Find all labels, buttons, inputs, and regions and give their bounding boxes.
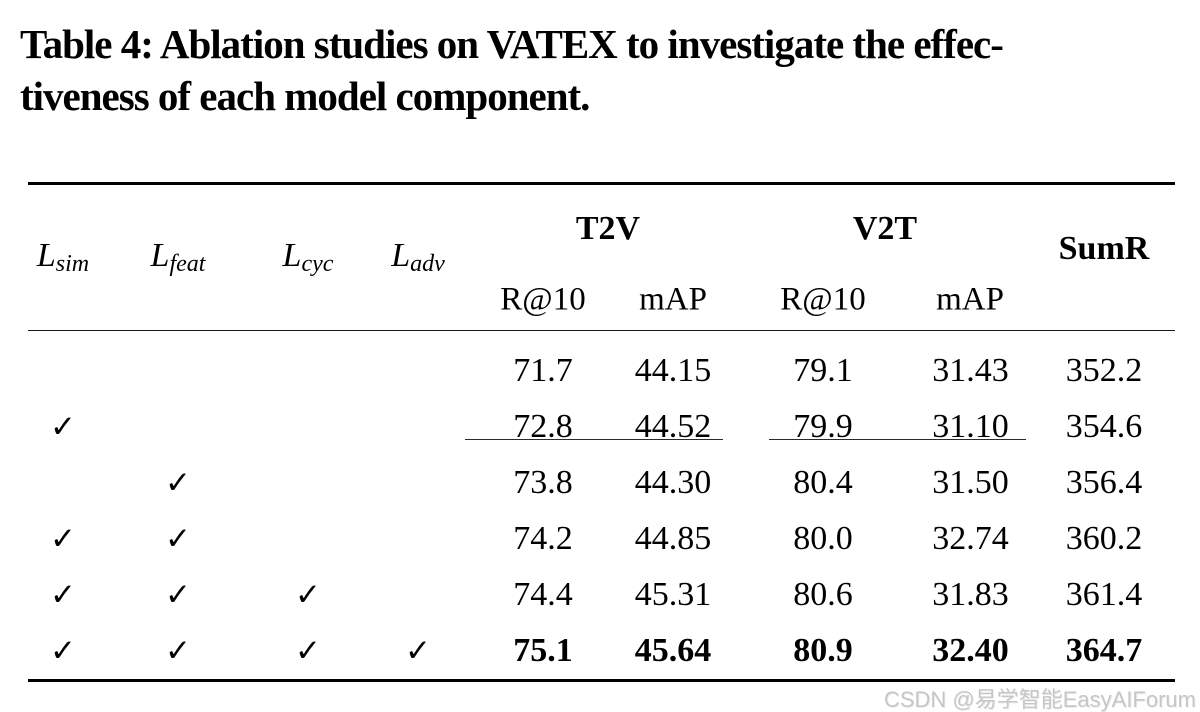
column-header-loss-adv: Ladv	[391, 237, 445, 278]
value-t2v-r10: 74.2	[513, 520, 573, 558]
value-t2v-map: 45.64	[634, 632, 712, 670]
column-header-v2t-r10: R@10	[780, 281, 866, 318]
check-cell-feat: ✓	[165, 633, 191, 670]
table-row: 71.7 44.15 79.1 31.43 352.2	[28, 343, 1175, 399]
check-cell-cyc: ✓	[295, 633, 321, 670]
check-cell-sim: ✓	[50, 633, 76, 670]
v2t-group-rule	[769, 439, 1026, 441]
value-v2t-r10: 80.0	[793, 520, 853, 558]
csdn-watermark: CSDN @易学智能EasyAIForum	[883, 687, 1196, 712]
table-body: 71.7 44.15 79.1 31.43 352.2 ✓ 72.8 44.52…	[28, 331, 1175, 679]
column-header-loss-cyc: Lcyc	[282, 237, 334, 278]
value-t2v-map: 44.15	[634, 352, 712, 390]
check-cell-feat: ✓	[165, 465, 191, 502]
group-header-t2v: T2V	[575, 210, 641, 247]
caption-line-1: Table 4: Ablation studies on VATEX to in…	[20, 21, 1004, 67]
column-header-loss-feat: Lfeat	[150, 237, 206, 278]
column-header-t2v-r10: R@10	[500, 281, 586, 318]
table-row-best: ✓ ✓ ✓ ✓ 75.1 45.64 80.9 32.40 364.7	[28, 623, 1175, 679]
value-v2t-map: 31.50	[932, 464, 1009, 502]
column-header-loss-sim: Lsim	[36, 237, 90, 278]
value-sumr: 360.2	[1065, 520, 1143, 558]
value-sumr: 361.4	[1065, 576, 1143, 614]
value-sumr: 354.6	[1065, 408, 1143, 446]
value-v2t-map: 32.74	[932, 520, 1009, 558]
value-v2t-r10: 79.9	[793, 408, 853, 446]
column-header-t2v-map: mAP	[639, 281, 707, 318]
check-cell-adv: ✓	[405, 633, 431, 670]
value-t2v-r10: 74.4	[513, 576, 573, 614]
value-t2v-r10: 71.7	[513, 352, 573, 390]
value-v2t-r10: 80.9	[793, 632, 853, 670]
check-cell-feat: ✓	[165, 521, 191, 558]
check-cell-sim: ✓	[50, 521, 76, 558]
table-caption: Table 4: Ablation studies on VATEX to in…	[20, 18, 1190, 122]
group-header-v2t: V2T	[852, 210, 918, 247]
value-t2v-map: 44.52	[634, 408, 712, 446]
value-sumr: 356.4	[1065, 464, 1143, 502]
table-row: ✓ ✓ ✓ 74.4 45.31 80.6 31.83 361.4	[28, 567, 1175, 623]
value-t2v-r10: 75.1	[513, 632, 573, 670]
value-v2t-map: 31.10	[932, 408, 1009, 446]
column-header-sumr: SumR	[1058, 230, 1150, 267]
value-v2t-r10: 80.4	[793, 464, 853, 502]
value-t2v-r10: 73.8	[513, 464, 573, 502]
value-sumr: 352.2	[1065, 352, 1143, 390]
table-row: ✓ 73.8 44.30 80.4 31.50 356.4	[28, 455, 1175, 511]
check-cell-feat: ✓	[165, 577, 191, 614]
caption-line-2: tiveness of each model component.	[20, 73, 590, 119]
value-v2t-map: 31.43	[932, 352, 1009, 390]
table-row: ✓ ✓ 74.2 44.85 80.0 32.74 360.2	[28, 511, 1175, 567]
table-header: Lsim Lfeat Lcyc Ladv T2V V2T SumR R@10 m…	[28, 185, 1175, 330]
value-t2v-map: 44.85	[634, 520, 712, 558]
value-t2v-map: 44.30	[634, 464, 712, 502]
check-cell-sim: ✓	[50, 409, 76, 446]
t2v-group-rule	[465, 439, 723, 441]
value-t2v-map: 45.31	[634, 576, 712, 614]
ablation-table: Lsim Lfeat Lcyc Ladv T2V V2T SumR R@10 m…	[28, 182, 1175, 683]
value-v2t-r10: 79.1	[793, 352, 853, 390]
value-t2v-r10: 72.8	[513, 408, 573, 446]
header-bottom-rule	[28, 330, 1175, 332]
value-sumr: 364.7	[1065, 632, 1143, 670]
check-cell-sim: ✓	[50, 577, 76, 614]
value-v2t-map: 32.40	[932, 632, 1009, 670]
check-cell-cyc: ✓	[295, 577, 321, 614]
table-bottom-rule	[28, 679, 1175, 683]
value-v2t-map: 31.83	[932, 576, 1009, 614]
table-top-rule	[28, 182, 1175, 185]
column-header-v2t-map: mAP	[936, 281, 1004, 318]
value-v2t-r10: 80.6	[793, 576, 853, 614]
table-row: ✓ 72.8 44.52 79.9 31.10 354.6	[28, 399, 1175, 455]
